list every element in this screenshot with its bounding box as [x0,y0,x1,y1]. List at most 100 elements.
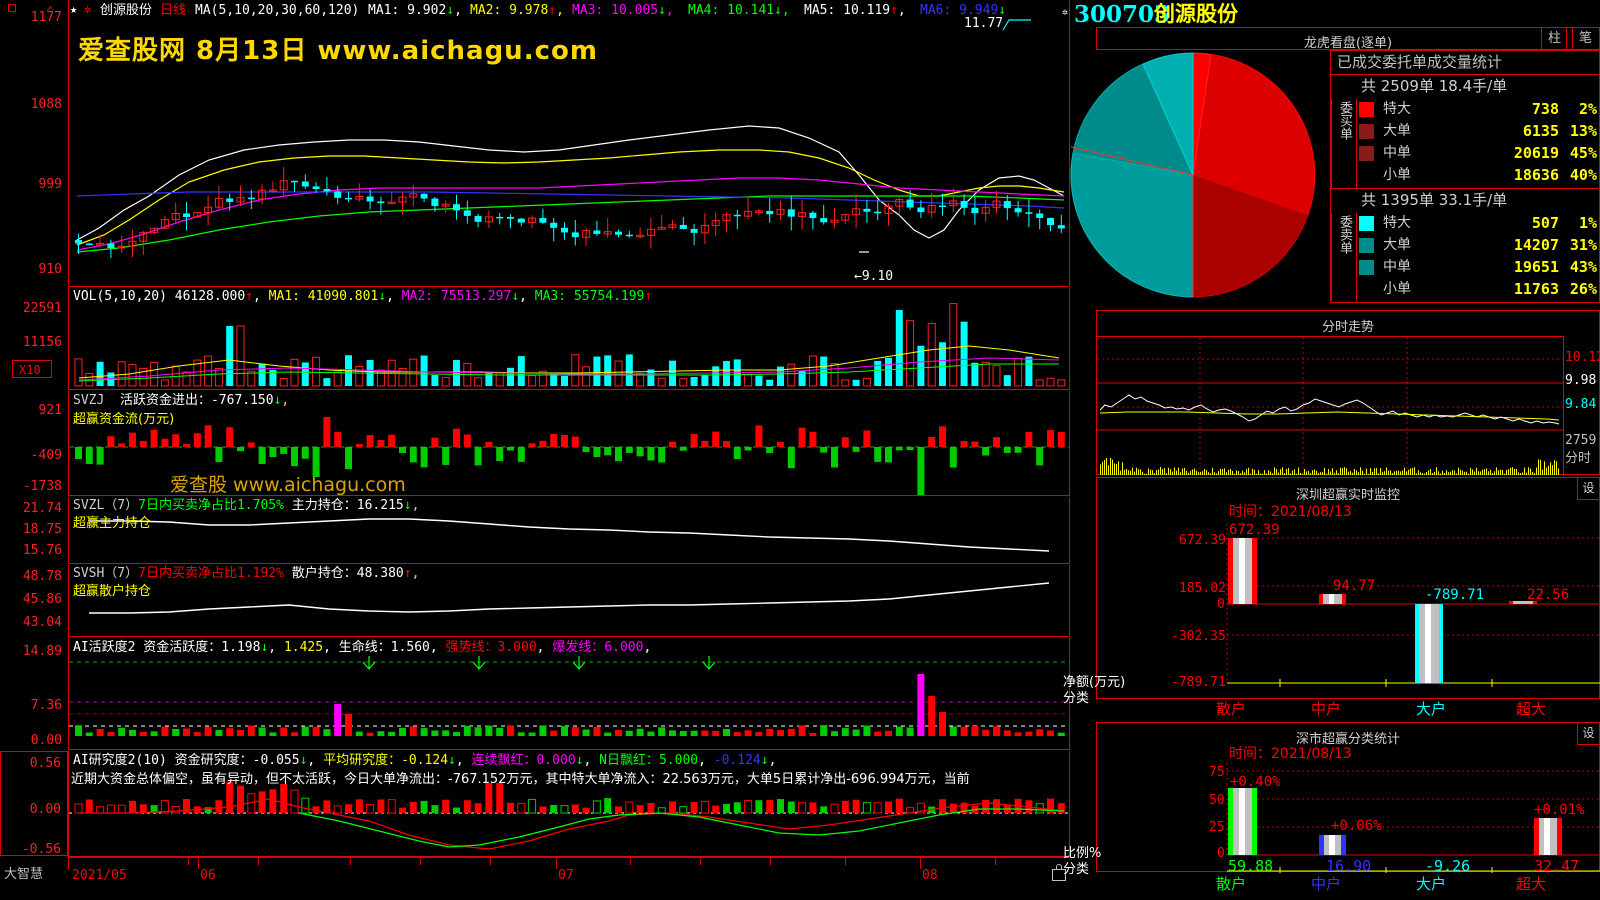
ai-act-tick: 14.89 [22,644,62,659]
monitor-cat-0: 散户 [1216,700,1247,718]
monitor-left-label-2: 分类 [1063,691,1090,706]
volume-chart-panel[interactable]: VOL(5,10,20) 46128.000↑, MA1: 41090.801↓… [68,288,1070,390]
sell-side-block: 委卖单 共 1395单 33.1手/单 特大 507 1% 大单 14207 3… [1331,189,1599,302]
classify-pct-3: +0.01% [1534,802,1585,818]
pie-svg [1070,52,1316,298]
classify-tick: 50 [1209,793,1225,808]
watermark-main: 爱查股网 8月13日 www.aichagu.com [78,36,598,66]
vol-scale-tag: X10 [12,360,52,378]
stock-code-label: 300703 [1074,1,1171,28]
vol-tick: 11156 [22,335,62,350]
monitor-cat-1: 中户 [1311,700,1342,718]
classify-svg [1226,763,1600,873]
monitor-panel[interactable]: 深圳超赢实时监控 设 时间：2021/08/13 672.39 185.02 0… [1063,477,1600,705]
fenshi-title: 分时走势 [1321,320,1374,335]
ai-research-svg [69,781,1069,850]
ai-research-commentary: 近期大资金总体偏空，虽有异动，但不太活跃，今日大单净流出：-767.152万元，… [71,772,970,787]
price-high-marker [1002,19,1031,31]
buy-pct-3: 40% [1569,166,1597,184]
classify-left-label-1: 比例% [1063,846,1102,861]
svzj-tick: -1738 [22,479,62,494]
buy-swatch-2 [1359,146,1374,161]
monitor-cat-3: 超大 [1516,700,1547,718]
monitor-value-1: 94.77 [1333,578,1376,594]
svzj-header: SVZJ 活跃资金进出：-767.150↓, [73,393,290,408]
buy-side-vlabel: 委买单 [1337,101,1352,140]
svzl-tick: 15.76 [22,543,62,558]
ai-res-tick: 0.00 [29,802,61,817]
classify-tick: 0 [1217,846,1225,861]
classify-cat-1: 中户 [1311,875,1342,893]
buy-count-3: 18636 [1513,166,1559,184]
buy-swatch-0 [1359,102,1374,117]
low-price-label: ←9.10 [854,269,894,284]
fenshi-panel[interactable]: 分时走势 10.12 9.98 9.84 [1096,310,1600,477]
classify-panel[interactable]: 深市超赢分类统计 设 时间：2021/08/13 75 50 25 0 比例% … [1063,722,1600,876]
volume-axis: 22591 11156 X10 [0,288,68,388]
right-stock-name-label: 创源股份 [1154,2,1238,26]
monitor-tick: 0 [1217,597,1225,612]
buy-cat-3: 小单 [1383,167,1411,183]
period-label[interactable]: 日线 [160,3,187,18]
svzl-tick: 18.75 [22,522,62,537]
ma3-group: MA3: 10.005↓, [572,3,674,18]
svzl-subtitle: 超赢主力持仓 [73,516,152,531]
svzj-svg [69,417,1069,495]
ai-res-tick: -0.56 [21,842,61,857]
classify-cat-3: 超大 [1516,875,1547,893]
ai-activity-axis: 14.89 7.36 0.00 [0,638,68,748]
ai-activity-header: AI活跃度2 资金活跃度：1.198↓, 1.425, 生命线：1.560, 强… [73,640,652,655]
monitor-set-button[interactable]: 设 [1577,477,1599,500]
lock-icon-shackle [1056,864,1062,870]
svzl-axis: 21.74 18.75 15.76 [0,497,68,563]
svsh-tick: 43.04 [22,615,62,630]
svsh-panel[interactable]: SVSH（7）7日内买卖净占比1.192% 散户持仓：48.380↑, 超赢散户… [68,565,1070,637]
sell-side-vlabel-cell: 委卖单 [1331,213,1357,301]
svzj-panel[interactable]: SVZJ 活跃资金进出：-767.150↓, 超赢资金流(万元) [68,391,1070,496]
monitor-tick: -789.71 [1171,675,1226,690]
monitor-set-label: 设 [1582,481,1595,495]
sell-row-1: 大单 14207 31% [1359,235,1597,257]
svzj-tick: -409 [30,448,62,463]
axis-arrow-icon: ↗ [46,1,53,14]
svzj-subtitle: 超赢资金流(万元) [73,412,175,427]
classify-set-button[interactable]: 设 [1577,722,1599,745]
monitor-title: 深圳超赢实时监控 [1295,488,1400,503]
svzl-svg [89,518,1050,552]
monitor-cat-2: 大户 [1416,700,1447,718]
chart-header-bar: ★ ✲ 创源股份 日线 MA(5,10,20,30,60,120) MA1: 9… [70,1,1070,18]
sell-side-summary: 共 1395单 33.1手/单 [1361,191,1508,209]
svzl-header: SVZL（7）7日内买卖净占比1.705% 主力持仓：16.215↓, [73,498,420,513]
classify-title: 深市超赢分类统计 [1295,732,1400,747]
buy-side-summary: 共 2509单 18.4手/单 [1361,77,1508,95]
svzl-panel[interactable]: SVZL（7）7日内买卖净占比1.705% 主力持仓：16.215↓, 超赢主力… [68,497,1070,564]
ai-res-tick: 0.56 [29,756,61,771]
order-stat-title: 已成交委托单成交量统计 [1331,51,1599,75]
fenshi-tick: 9.84 [1565,397,1597,412]
monitor-tick: 185.02 [1179,581,1226,596]
buy-side-vlabel-cell: 委买单 [1331,99,1357,189]
monitor-tick: 672.39 [1179,533,1226,548]
ai-research-panel[interactable]: AI研究度2(10) 资金研究度：-0.055↓, 平均研究度：-0.124↓,… [68,751,1070,857]
classify-pct-0: +0.40% [1230,774,1281,790]
right-star-icon: ✲ [1062,7,1069,18]
star-icon[interactable]: ★ [70,2,78,16]
longhu-title: 龙虎看盘(逐单) [1303,36,1393,51]
fenshi-tick: 10.12 [1565,350,1600,365]
fenshi-vol-label: 2759 [1565,433,1597,448]
monitor-time-label: 时间：2021/08/13 [1229,504,1352,520]
stock-name-label: 创源股份 [100,3,153,18]
ma4-group: MA4: 10.141↓, [688,3,790,18]
svzj-tick: 921 [38,403,62,418]
tab-zhu[interactable]: 柱 [1541,27,1567,50]
buy-row-3: 小单 18636 40% [1359,165,1597,187]
buy-row-2: 中单 20619 45% [1359,143,1597,165]
ai-activity-panel[interactable]: AI活跃度2 资金活跃度：1.198↓, 1.425, 生命线：1.560, 强… [68,638,1070,750]
monitor-value-0: 672.39 [1229,522,1280,538]
tab-bi[interactable]: 笔 [1572,27,1599,50]
kline-chart-panel[interactable]: 11.77 ←9.10 [68,0,1070,287]
sell-side-vlabel: 委卖单 [1337,215,1352,254]
fenshi-svg [1097,337,1564,477]
sell-cat-1: 大单 [1383,237,1411,253]
